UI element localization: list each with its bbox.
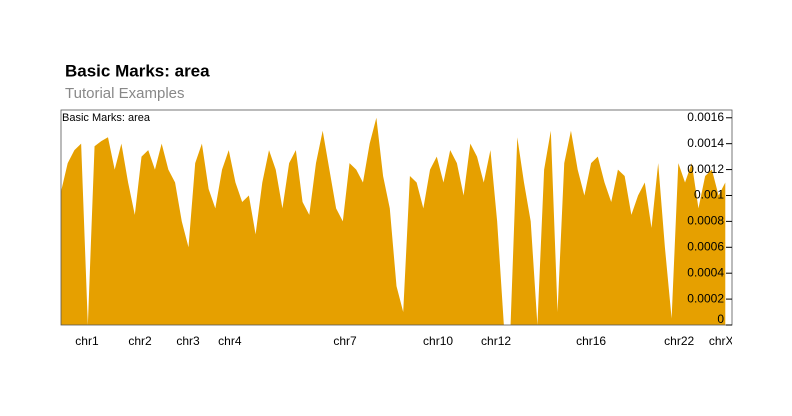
chart-title: Basic Marks: area (65, 61, 210, 80)
y-tick-label: 0.0004 (687, 265, 724, 279)
x-tick-label: chr1 (75, 334, 99, 348)
x-tick-label: chr4 (218, 334, 242, 348)
y-tick-label: 0.0008 (687, 214, 724, 228)
track-title: Basic Marks: area (62, 112, 151, 124)
area (61, 117, 726, 325)
y-tick-label: 0.0012 (687, 162, 724, 176)
y-tick-label: 0.001 (694, 188, 724, 202)
x-tick-label: chr7 (333, 334, 357, 348)
x-tick-label: chr12 (481, 334, 511, 348)
x-tick-label: chr16 (576, 334, 606, 348)
x-axis: chr1 chr2 chr3 chr4 chr7 chr10 chr12 chr16 chr22… (75, 334, 734, 348)
chart-subtitle: Tutorial Examples (65, 85, 185, 102)
x-tick-label: chr3 (176, 334, 200, 348)
y-tick-label: 0.0016 (687, 110, 724, 124)
x-tick-label: chr22 (664, 334, 694, 348)
y-tick-label: 0 (717, 312, 724, 326)
x-tick-label: chrX (709, 334, 734, 348)
plot (61, 117, 726, 325)
y-tick-label: 0.0006 (687, 239, 724, 253)
y-tick-label: 0.0014 (687, 136, 724, 150)
x-tick-label: chr10 (423, 334, 453, 348)
plot-frame (60, 109, 733, 326)
y-tick-label: 0.0002 (687, 291, 724, 305)
x-tick-label: chr2 (128, 334, 152, 348)
